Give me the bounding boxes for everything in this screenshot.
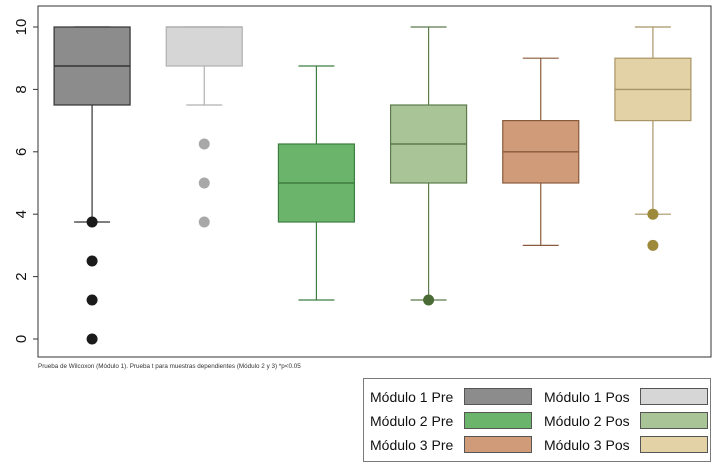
legend-swatch <box>640 412 708 429</box>
legend-label: Módulo 1 Pos <box>544 389 630 405</box>
legend-swatch <box>464 388 532 405</box>
legend-item: Módulo 2 Pre <box>370 409 532 433</box>
chart-legend: Módulo 1 Pre Módulo 1 Pos Módulo 2 Pre M… <box>363 378 711 462</box>
y-tick-label: 4 <box>13 210 30 218</box>
chart-footnote: Prueba de Wilcoxon (Módulo 1). Prueba t … <box>38 363 301 370</box>
y-tick-label: 10 <box>13 19 30 36</box>
y-tick-label: 0 <box>13 335 30 343</box>
legend-item: Módulo 2 Pos <box>544 409 709 433</box>
outlier-point <box>86 333 98 345</box>
outlier-point <box>86 294 98 306</box>
y-tick-label: 8 <box>13 85 30 93</box>
outlier-point <box>198 216 210 228</box>
legend-label: Módulo 3 Pos <box>544 437 630 453</box>
legend-swatch <box>464 412 532 429</box>
outlier-point <box>647 239 659 251</box>
outlier-point <box>86 216 98 228</box>
legend-label: Módulo 1 Pre <box>370 389 454 405</box>
legend-item: Módulo 1 Pos <box>544 385 709 409</box>
outlier-point <box>198 138 210 150</box>
plot-frame <box>37 5 712 358</box>
outlier-point <box>647 208 659 220</box>
legend-label: Módulo 2 Pos <box>544 413 630 429</box>
legend-swatch <box>464 436 532 453</box>
legend-label: Módulo 3 Pre <box>370 437 454 453</box>
legend-item: Módulo 3 Pos <box>544 433 709 457</box>
outlier-point <box>198 177 210 189</box>
legend-item: Módulo 3 Pre <box>370 433 532 457</box>
legend-label: Módulo 2 Pre <box>370 413 454 429</box>
box-2 <box>165 26 243 67</box>
outlier-point <box>423 294 435 306</box>
y-tick-label: 2 <box>13 272 30 280</box>
legend-item: Módulo 1 Pre <box>370 385 532 409</box>
legend-swatch <box>640 436 708 453</box>
legend-swatch <box>640 388 708 405</box>
outlier-point <box>86 255 98 267</box>
y-tick-label: 6 <box>13 148 30 156</box>
